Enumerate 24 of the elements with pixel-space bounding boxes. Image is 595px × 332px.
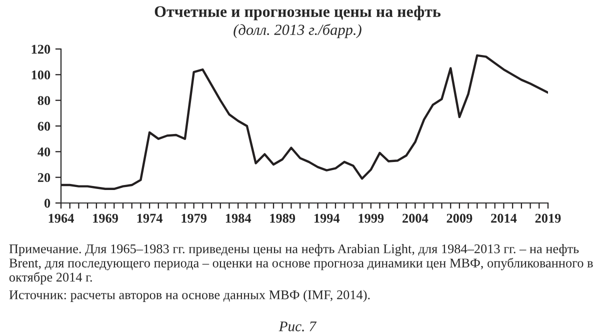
y-tick-label: 100	[32, 70, 50, 80]
chart-title: Отчетные и прогнозные цены на нефть	[154, 6, 441, 20]
text: Рис. 7	[278, 322, 317, 332]
text: Примечание. Для 1965–1983 гг. приведены цены на нефть Arabian Light, для 1984–2013 гг. – на нефть Brent, для последующего периода – оценки на основе прогноза динамики цен МВФ, опубликованного в октябре 2014 г.	[9, 244, 593, 284]
x-tick-label: 1964	[48, 214, 74, 223]
x-tick-label: 1969	[93, 214, 118, 223]
y-tick-label: 20	[38, 173, 50, 182]
x-tick-label: 1999	[358, 214, 384, 223]
y-tick-label: 80	[38, 96, 50, 106]
x-tick-label: 1989	[270, 214, 296, 223]
x-tick-label: 2009	[446, 214, 472, 223]
y-tick-label: 60	[38, 122, 50, 131]
y-tick-label: 0	[44, 198, 50, 208]
x-tick-label: 1984	[226, 214, 252, 223]
x-tick-label: 2004	[402, 214, 428, 223]
y-tick-label: 40	[38, 147, 50, 156]
x-tick-label: 1979	[182, 214, 207, 223]
x-tick-label: 1974	[137, 214, 162, 223]
x-tick-label: 1994	[314, 214, 340, 223]
x-tick-label: 2019	[535, 214, 561, 223]
y-tick-label: 120	[32, 44, 50, 54]
x-tick-label: 2014	[491, 214, 517, 223]
chart-subtitle: (долл. 2013 г./барр.)	[234, 24, 362, 38]
text: Источник: расчеты авторов на основе данных МВФ (IMF, 2014).	[9, 290, 370, 302]
